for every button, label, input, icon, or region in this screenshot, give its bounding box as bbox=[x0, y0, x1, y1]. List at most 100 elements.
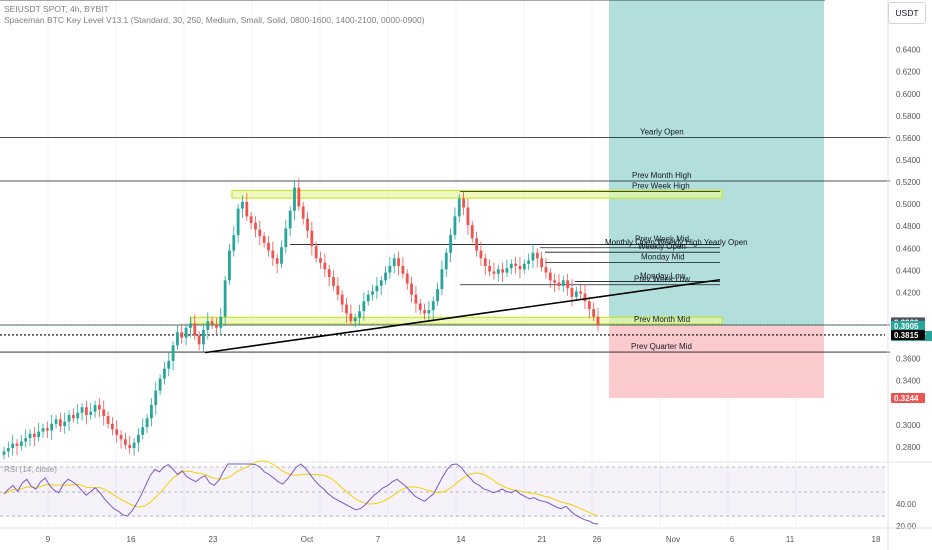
candle[interactable] bbox=[137, 434, 140, 443]
candle[interactable] bbox=[37, 431, 41, 438]
candle[interactable] bbox=[592, 309, 596, 317]
candle[interactable] bbox=[97, 405, 101, 410]
candle[interactable] bbox=[115, 429, 119, 435]
candle[interactable] bbox=[63, 421, 67, 426]
candle[interactable] bbox=[228, 250, 231, 281]
candle[interactable] bbox=[254, 222, 257, 230]
candle[interactable] bbox=[28, 433, 32, 439]
candle[interactable] bbox=[366, 294, 370, 302]
candle[interactable] bbox=[475, 238, 478, 251]
candle[interactable] bbox=[340, 294, 344, 305]
candle[interactable] bbox=[371, 291, 374, 295]
candle[interactable] bbox=[119, 434, 123, 440]
candle[interactable] bbox=[167, 360, 171, 369]
candle[interactable] bbox=[76, 412, 80, 419]
candle[interactable] bbox=[427, 310, 431, 314]
rsi-legend[interactable]: RSI (14, close) bbox=[4, 465, 57, 474]
rsi-line[interactable] bbox=[3, 463, 599, 525]
candle[interactable] bbox=[414, 294, 418, 304]
candle[interactable] bbox=[301, 206, 305, 219]
candle[interactable] bbox=[431, 301, 435, 311]
candle[interactable] bbox=[223, 280, 227, 317]
candle[interactable] bbox=[262, 236, 266, 243]
candle[interactable] bbox=[19, 441, 23, 446]
candle[interactable] bbox=[280, 247, 283, 264]
candle[interactable] bbox=[332, 277, 335, 286]
candle[interactable] bbox=[505, 268, 509, 273]
candle[interactable] bbox=[50, 423, 54, 431]
candle[interactable] bbox=[232, 235, 236, 251]
candle[interactable] bbox=[570, 288, 574, 297]
candle[interactable] bbox=[548, 272, 552, 281]
candle[interactable] bbox=[297, 187, 301, 207]
candle[interactable] bbox=[58, 419, 62, 426]
candle[interactable] bbox=[219, 316, 223, 328]
candle[interactable] bbox=[379, 280, 383, 286]
candle[interactable] bbox=[397, 258, 400, 266]
candle[interactable] bbox=[349, 313, 353, 322]
candle[interactable] bbox=[158, 378, 162, 391]
candle[interactable] bbox=[418, 303, 422, 311]
candle[interactable] bbox=[488, 265, 492, 272]
candle[interactable] bbox=[132, 442, 136, 449]
candle[interactable] bbox=[267, 242, 270, 251]
candle[interactable] bbox=[336, 285, 340, 295]
candle[interactable] bbox=[535, 252, 539, 259]
candle[interactable] bbox=[401, 265, 405, 274]
candle[interactable] bbox=[141, 427, 145, 435]
candle[interactable] bbox=[561, 280, 565, 286]
candle[interactable] bbox=[496, 269, 500, 274]
candle[interactable] bbox=[310, 230, 314, 247]
candle[interactable] bbox=[483, 258, 487, 266]
candle[interactable] bbox=[206, 321, 210, 330]
candle[interactable] bbox=[84, 407, 88, 415]
candle[interactable] bbox=[362, 301, 366, 312]
candle[interactable] bbox=[89, 411, 93, 415]
candle[interactable] bbox=[258, 229, 262, 237]
candle[interactable] bbox=[553, 280, 557, 283]
candle[interactable] bbox=[479, 250, 483, 259]
candle[interactable] bbox=[215, 324, 218, 328]
candle[interactable] bbox=[527, 260, 531, 264]
candle[interactable] bbox=[106, 416, 110, 424]
candle[interactable] bbox=[193, 323, 197, 336]
candle[interactable] bbox=[288, 210, 292, 229]
candle[interactable] bbox=[358, 311, 361, 318]
candle[interactable] bbox=[32, 433, 36, 438]
candle[interactable] bbox=[163, 368, 166, 379]
candle[interactable] bbox=[197, 335, 201, 345]
candle[interactable] bbox=[410, 283, 413, 295]
candle[interactable] bbox=[509, 263, 513, 269]
candle[interactable] bbox=[150, 405, 153, 419]
candle[interactable] bbox=[327, 269, 331, 278]
candle[interactable] bbox=[2, 451, 6, 455]
candle[interactable] bbox=[154, 390, 158, 406]
candle[interactable] bbox=[241, 201, 244, 209]
candle[interactable] bbox=[470, 225, 474, 239]
candle[interactable] bbox=[457, 198, 461, 217]
candle[interactable] bbox=[210, 321, 214, 325]
candle[interactable] bbox=[423, 310, 426, 314]
candle[interactable] bbox=[492, 271, 496, 274]
candle[interactable] bbox=[392, 258, 396, 266]
candle[interactable] bbox=[388, 265, 392, 273]
candle[interactable] bbox=[531, 252, 535, 261]
candle[interactable] bbox=[440, 269, 444, 290]
candle[interactable] bbox=[110, 423, 114, 430]
candle[interactable] bbox=[249, 216, 253, 223]
candle[interactable] bbox=[80, 407, 84, 413]
symbol-title[interactable]: SEIUSDT SPOT, 4h, BYBIT bbox=[4, 4, 109, 14]
candle[interactable] bbox=[453, 216, 457, 236]
candle[interactable] bbox=[202, 329, 205, 345]
candle[interactable] bbox=[67, 414, 71, 422]
candle[interactable] bbox=[540, 258, 544, 268]
candle[interactable] bbox=[557, 282, 561, 286]
candle[interactable] bbox=[579, 291, 583, 294]
candle[interactable] bbox=[353, 317, 357, 322]
candle[interactable] bbox=[501, 269, 505, 273]
candle[interactable] bbox=[522, 263, 526, 270]
candle[interactable] bbox=[574, 291, 578, 297]
candle[interactable] bbox=[518, 265, 522, 270]
candle[interactable] bbox=[145, 418, 149, 428]
